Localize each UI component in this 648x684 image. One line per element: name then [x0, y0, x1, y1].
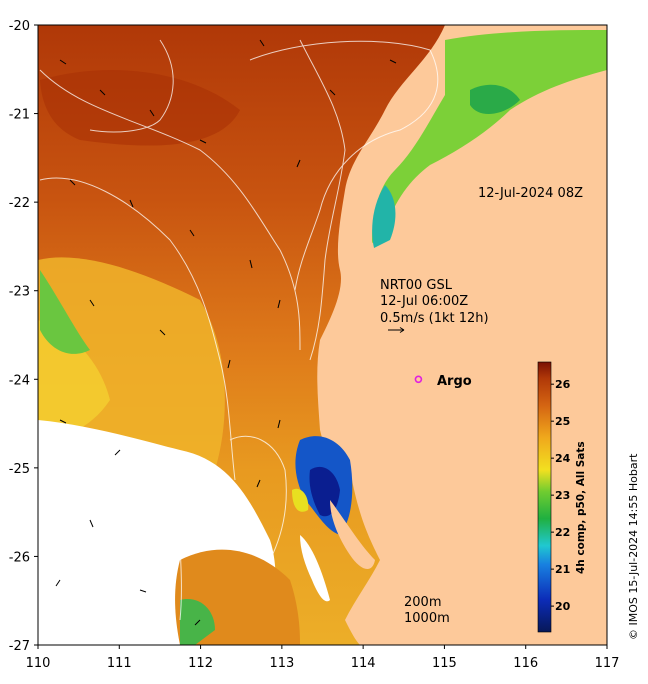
current-arrow [227, 359, 231, 369]
contour-line [89, 39, 174, 133]
current-arrow [59, 419, 67, 424]
current-arrow [159, 329, 166, 336]
contour-line [229, 435, 287, 561]
timestamp-label: 12-Jul-2024 08Z [478, 186, 583, 201]
current-arrow [199, 139, 207, 144]
warm-core [40, 70, 240, 146]
plot-frame [37, 24, 608, 646]
current-scale: 0.5m/s (1kt 12h) [380, 311, 489, 326]
contour-line [249, 40, 439, 291]
current-arrow [55, 579, 61, 587]
colorbar-tick-label: 20 [555, 600, 571, 613]
current-arrow [256, 479, 261, 488]
green-patch-1 [40, 270, 90, 354]
x-tick-label: 111 [107, 656, 132, 671]
x-tick-label: 116 [513, 656, 538, 671]
current-arrow [389, 59, 397, 64]
contour-1000-label: 1000m [404, 611, 450, 626]
contour-line [39, 177, 236, 481]
current-arrow [296, 159, 301, 168]
colorbar: 20 21 22 23 24 25 26 4h comp, p50, All Sats [537, 361, 587, 633]
current-scale-arrow [388, 327, 405, 333]
contour-line [39, 69, 301, 351]
y-tick-label: -22 [9, 196, 30, 211]
current-title: NRT00 GSL [380, 278, 453, 293]
y-tick-label: -27 [9, 639, 30, 654]
shark-bay-yellow [292, 488, 309, 512]
colorbar-tick-label: 21 [555, 563, 570, 576]
current-arrow [259, 39, 265, 47]
cooler-region [38, 320, 110, 440]
colorbar-tick-label: 26 [555, 378, 571, 391]
y-tick-label: -23 [9, 285, 30, 300]
current-arrow [99, 89, 106, 96]
current-arrow [189, 229, 195, 237]
current-arrow [277, 419, 281, 429]
colorbar-tick-label: 22 [555, 526, 570, 539]
colorbar-tick-label: 24 [555, 452, 571, 465]
current-arrow [194, 619, 201, 626]
colorbar-tick-label: 23 [555, 489, 570, 502]
y-tick-label: -20 [9, 19, 30, 34]
current-arrow [329, 89, 336, 96]
ne-green-dark [470, 84, 520, 115]
contour-line [178, 469, 182, 621]
dirk-hartog [300, 535, 330, 602]
ne-cyan-patch [372, 185, 396, 248]
y-tick-label: -24 [9, 373, 30, 388]
current-arrow [114, 449, 121, 456]
current-arrow [139, 589, 147, 593]
map-field [38, 25, 607, 645]
x-axis: 110 111 112 113 114 115 116 117 [26, 645, 620, 671]
x-tick-label: 113 [269, 656, 294, 671]
current-arrow [277, 299, 281, 309]
x-tick-label: 112 [188, 656, 213, 671]
colorbar-gradient [537, 361, 552, 633]
current-time: 12-Jul 06:00Z [380, 294, 468, 309]
x-tick-label: 117 [595, 656, 620, 671]
y-tick-label: -21 [9, 108, 30, 123]
colorbar-title: 4h comp, p50, All Sats [575, 441, 587, 574]
y-tick-label: -25 [9, 462, 30, 477]
peron-peninsula [330, 500, 375, 570]
current-arrow [59, 59, 67, 65]
x-tick-label: 114 [351, 656, 376, 671]
current-vectors [55, 39, 397, 626]
y-tick-label: -26 [9, 550, 30, 565]
y-axis: -20 -21 -22 -23 -24 -25 -26 -27 [9, 19, 38, 654]
current-arrow [89, 519, 94, 528]
colorbar-tick-label: 25 [555, 415, 570, 428]
ne-green-band [372, 30, 607, 244]
colorbar-ticks: 20 21 22 23 24 25 26 [551, 378, 571, 613]
current-arrow [149, 109, 155, 117]
x-tick-label: 110 [26, 656, 51, 671]
current-arrow [129, 199, 134, 208]
current-arrow [89, 299, 95, 307]
current-arrow [249, 259, 253, 269]
argo-marker [414, 375, 423, 384]
x-tick-label: 115 [432, 656, 457, 671]
bathymetry-contours [39, 39, 439, 621]
current-arrow [69, 179, 76, 186]
argo-label: Argo [437, 374, 472, 389]
credit-text: © IMOS 15-Jul-2024 14:55 Hobart [627, 453, 640, 640]
contour-line [299, 39, 346, 361]
contour-200-label: 200m [404, 595, 441, 610]
